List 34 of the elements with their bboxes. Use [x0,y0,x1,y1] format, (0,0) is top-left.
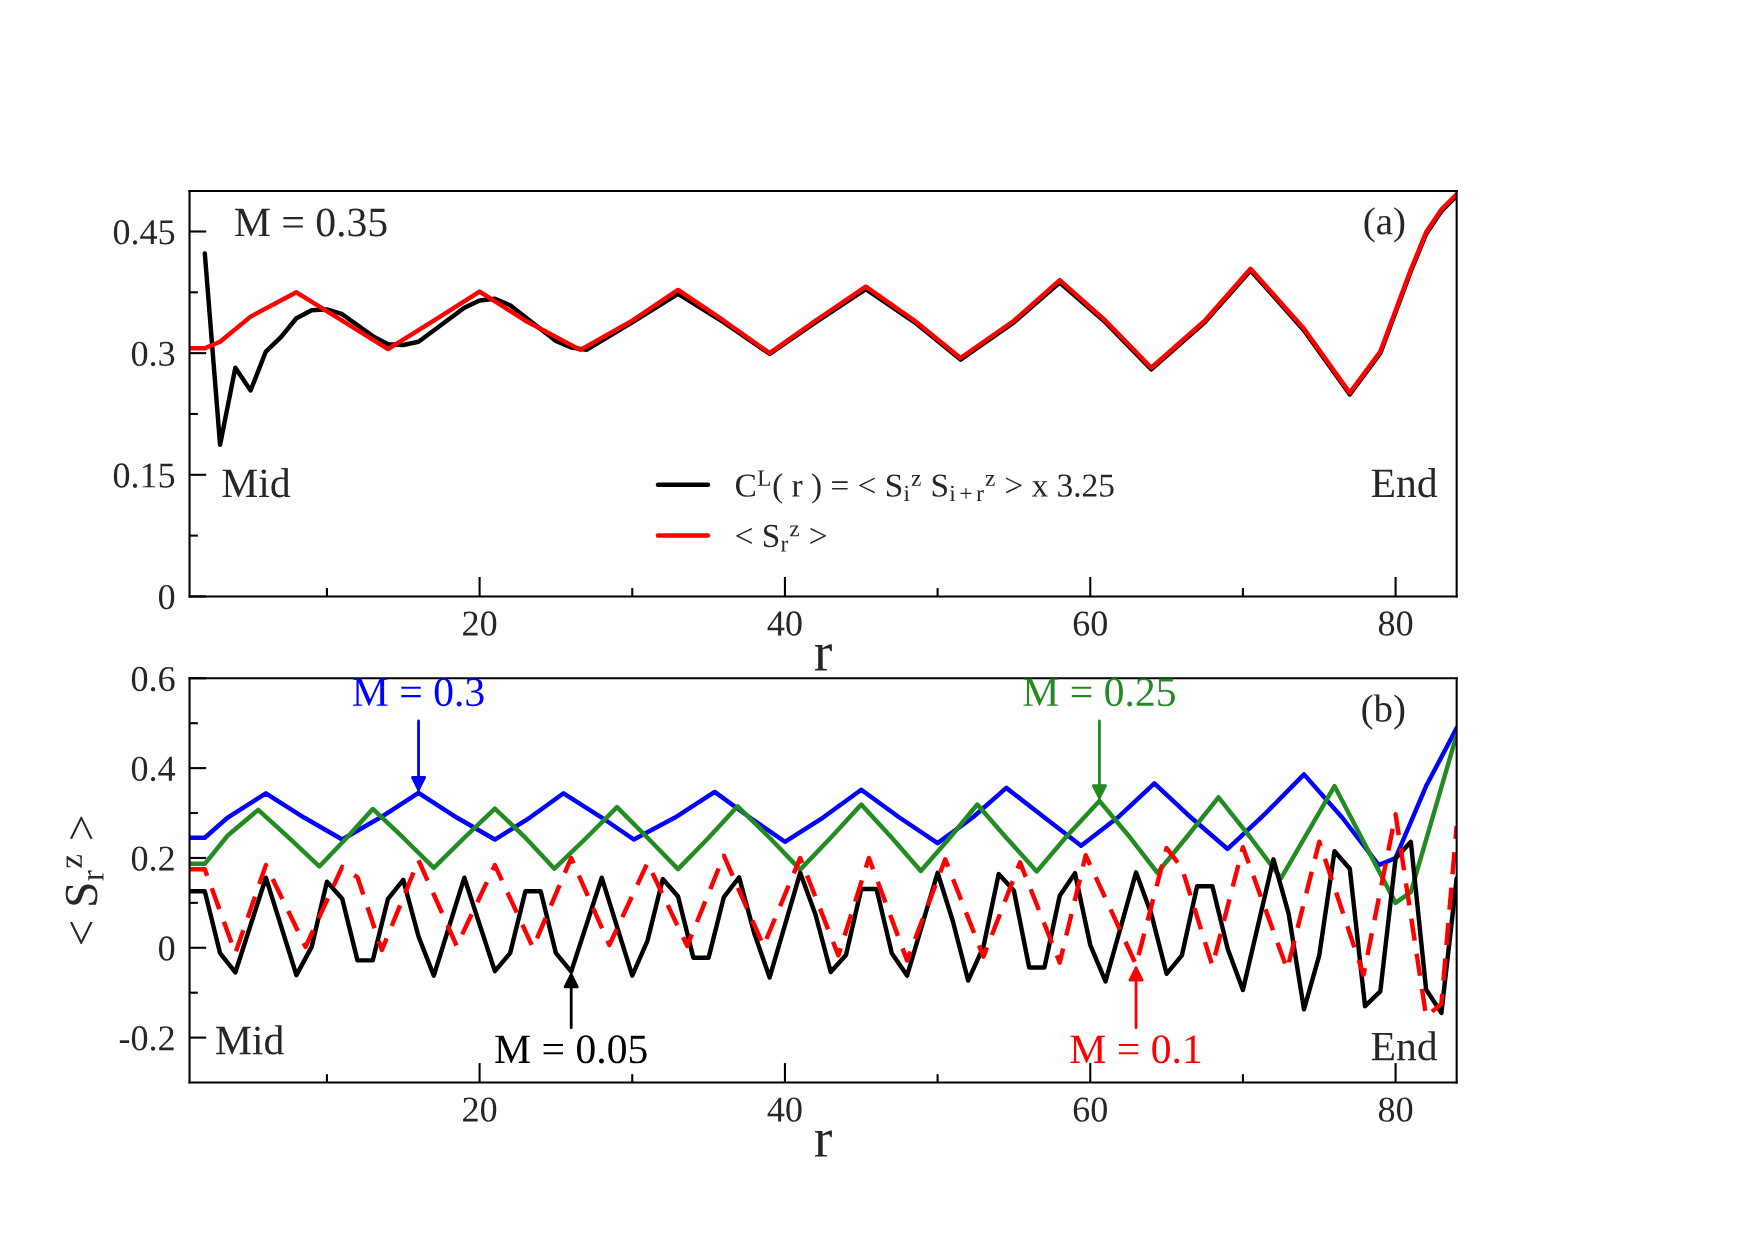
y-tick-label: 0.45 [113,220,175,245]
x-tick-label: 60 [1073,1097,1107,1122]
legend-label: < S$_{r}$$^{z}$ > [736,524,827,552]
annotation: M = 0.35 [235,208,387,237]
annotation: (a) [1364,207,1405,243]
annotation: M = 0.05 [495,1035,647,1064]
y-tick-label: 0.4 [131,756,176,782]
annotation: End [1371,1031,1438,1061]
y-tick-label: 0.2 [131,846,174,871]
x-tick-label: 60 [1073,611,1107,636]
x-axis-title: r [814,1130,832,1157]
x-tick-label: 20 [463,1097,497,1122]
x-tick-label: 80 [1378,611,1413,636]
annotation: M = 0.25 [1023,678,1175,707]
x-axis-title: r [814,644,832,671]
y-tick-label: 0 [158,936,175,961]
annotation: M = 0.3 [353,678,484,707]
y-tick-label: -0.2 [119,1026,174,1051]
x-tick-label: 80 [1378,1097,1413,1122]
x-tick-label: 20 [463,611,497,636]
y-axis-title: < S$_{r}$$^{z}$ > [65,816,104,944]
annotation: M = 0.1 [1070,1035,1201,1064]
line-series [189,732,1457,906]
annotation: Mid [222,468,291,498]
y-tick-label: 0 [158,584,175,610]
y-tick-label: 0.6 [131,666,175,692]
x-tick-label: 40 [767,1097,802,1122]
y-tick-label: 0.3 [131,341,175,367]
annotation: End [1371,468,1438,498]
text: C$^{L}$( r ) = < S$_{i}$$^{z}$ S$_{i+r}$$^{z}$ > x 3.25 [735,470,1114,504]
x-tick-label: 40 [767,611,802,636]
annotation: Mid [216,1025,284,1055]
y-tick-label: 0.15 [113,463,175,488]
annotation: (b) [1362,694,1405,730]
